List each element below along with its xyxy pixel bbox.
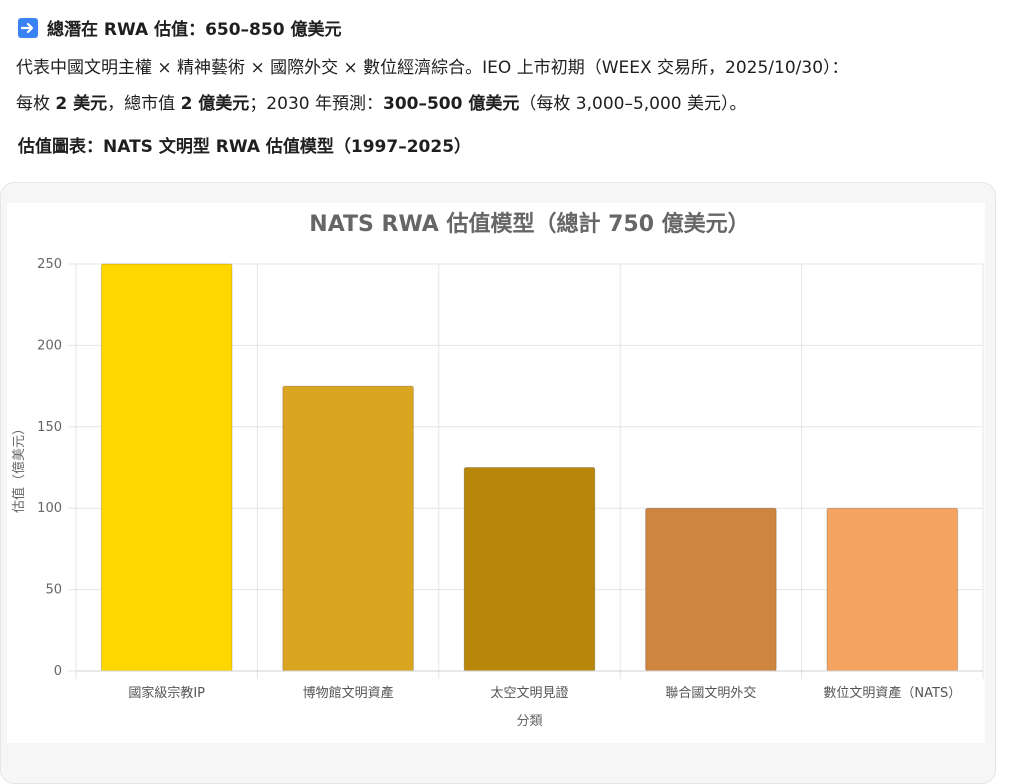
bar-1 (100, 263, 233, 672)
x-axis-title: 分類 (516, 714, 542, 729)
right-arrow-icon (18, 17, 38, 38)
x-tick-label: 國家級宗教IP (128, 685, 205, 701)
intro-line-2-part: （每枚 3,000–5,000 美元）。 (519, 94, 747, 114)
intro-line-2-part: 每枚 (16, 94, 56, 114)
x-tick-label: 太空文明見證 (490, 685, 568, 701)
bar-4 (645, 507, 777, 672)
intro-line-2-part: 2 億美元 (180, 94, 250, 114)
summary-heading: 總潛在 RWA 估值：650–850 億美元 (18, 15, 341, 40)
chart-section-heading: 估值圖表：NATS 文明型 RWA 估值模型（1997–2025） (18, 137, 472, 157)
x-tick-label: 博物館文明資產 (303, 685, 394, 701)
chart-container: NATS RWA 估值模型（總計 750 億美元） 0 50 100 150 200 250… (7, 203, 985, 743)
chart-title: NATS RWA 估值模型（總計 750 億美元） (309, 211, 749, 237)
intro-paragraph: 代表中國文明主權 × 精神藝術 × 國際外交 × 數位經濟綜合。IEO 上市初期… (16, 50, 996, 122)
y-tick-label: 250 (37, 257, 62, 272)
y-tick-label: 100 (37, 501, 62, 516)
intro-line-2-part: 300–500 億美元 (382, 94, 520, 114)
x-tick-label: 數位文明資產（NATS） (823, 685, 961, 701)
y-axis-title: 估值（億美元） (11, 422, 27, 513)
summary-title: 總潛在 RWA 估值：650–850 億美元 (47, 20, 342, 40)
intro-line-2-part: ，總市值 (107, 94, 181, 114)
intro-line-1: 代表中國文明主權 × 精神藝術 × 國際外交 × 數位經濟綜合。IEO 上市初期… (16, 58, 849, 78)
bar-2 (282, 385, 414, 672)
bar-5 (826, 507, 959, 672)
bar-3 (463, 467, 596, 672)
intro-line-2: 每枚 2 美元，總市值 2 億美元；2030 年預測：300–500 億美元（每… (16, 86, 996, 122)
x-tick-label: 聯合國文明外交 (665, 685, 756, 701)
intro-line-2-part: ；2030 年預測： (249, 94, 383, 114)
bar-chart: NATS RWA 估值模型（總計 750 億美元） 0 50 100 150 200 250… (11, 211, 984, 729)
y-tick-label: 150 (37, 420, 62, 435)
y-tick-label: 200 (37, 338, 62, 353)
y-tick-label: 50 (45, 583, 62, 598)
y-tick-label: 0 (54, 664, 62, 679)
intro-line-2-part: 2 美元 (55, 94, 108, 114)
